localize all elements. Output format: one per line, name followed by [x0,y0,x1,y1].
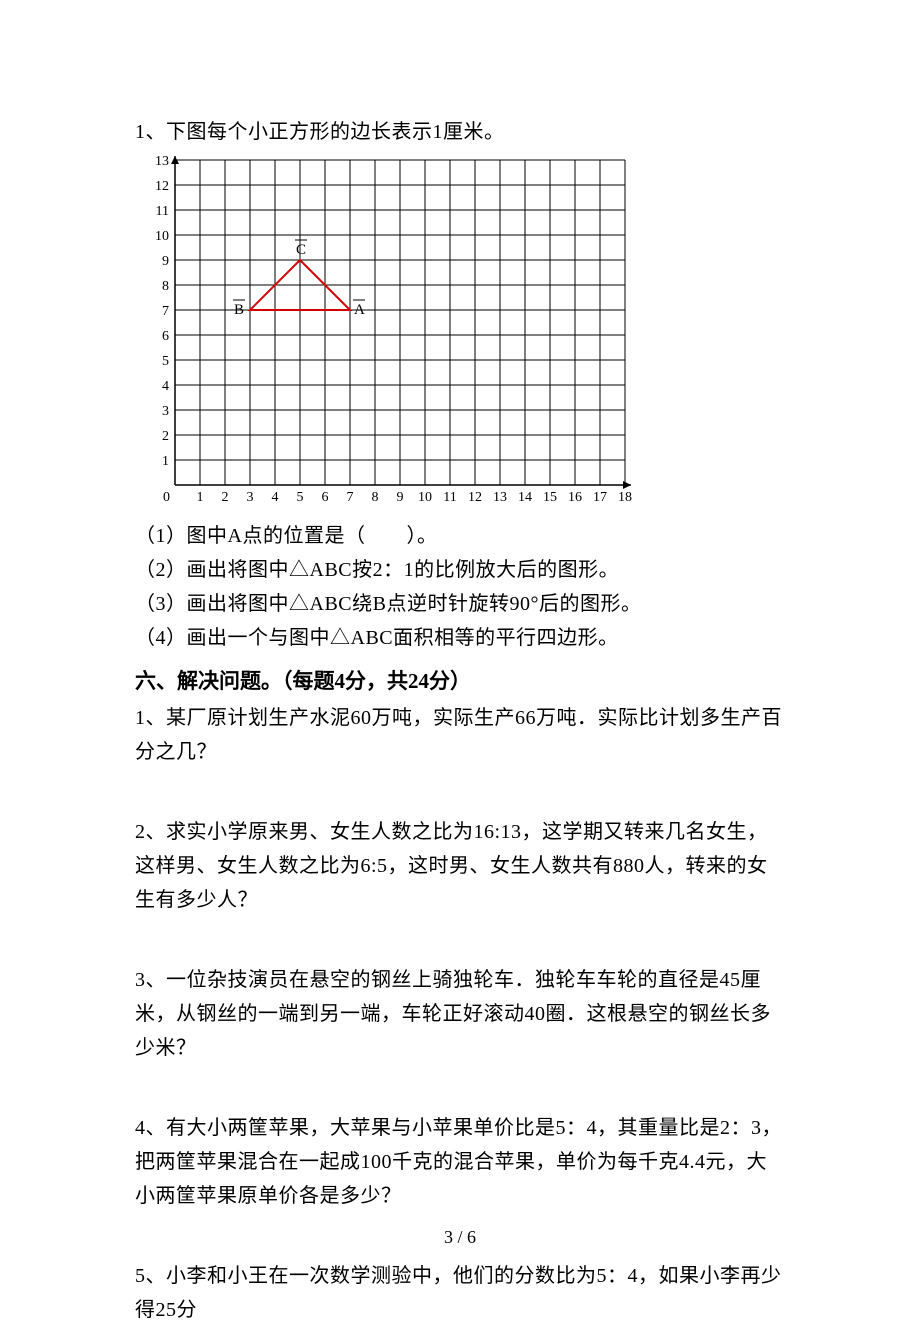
svg-text:1: 1 [162,454,169,469]
svg-text:2: 2 [222,490,229,505]
svg-text:0: 0 [163,490,170,505]
svg-text:13: 13 [493,490,507,505]
q1-sub3: （3）画出将图中△ABC绕B点逆时针旋转90°后的图形。 [135,587,785,621]
svg-text:C: C [296,242,306,258]
svg-text:6: 6 [162,329,169,344]
svg-text:8: 8 [372,490,379,505]
s6-q4: 4、有大小两筐苹果，大苹果与小苹果单价比是5：4，其重量比是2：3，把两筐苹果混… [135,1111,785,1213]
svg-text:12: 12 [468,490,482,505]
s6-q2: 2、求实小学原来男、女生人数之比为16:13，这学期又转来几名女生，这样男、女生… [135,815,785,917]
svg-text:11: 11 [443,490,456,505]
svg-text:14: 14 [518,490,532,505]
svg-text:18: 18 [618,490,632,505]
svg-text:5: 5 [162,354,169,369]
svg-text:3: 3 [247,490,254,505]
svg-text:16: 16 [568,490,582,505]
svg-text:9: 9 [397,490,404,505]
svg-text:8: 8 [162,279,169,294]
s6-q3: 3、一位杂技演员在悬空的钢丝上骑独轮车．独轮车车轮的直径是45厘米，从钢丝的一端… [135,963,785,1065]
svg-text:10: 10 [155,229,169,244]
svg-text:2: 2 [162,429,169,444]
svg-text:13: 13 [155,155,169,169]
svg-text:12: 12 [155,179,169,194]
svg-text:B: B [234,302,244,318]
svg-text:3: 3 [162,404,169,419]
svg-text:11: 11 [156,204,169,219]
svg-text:4: 4 [272,490,279,505]
q1-sub4: （4）画出一个与图中△ABC面积相等的平行四边形。 [135,621,785,655]
svg-text:9: 9 [162,254,169,269]
grid-chart: 0123456789101112131415161718123456789101… [135,155,785,515]
svg-text:7: 7 [162,304,169,319]
q1-sub2: （2）画出将图中△ABC按2：1的比例放大后的图形。 [135,553,785,587]
svg-text:7: 7 [347,490,354,505]
page-number: 3 / 6 [0,1227,920,1248]
svg-text:6: 6 [322,490,329,505]
s6-q5: 5、小李和小王在一次数学测验中，他们的分数比为5：4，如果小李再少得25分 [135,1259,785,1327]
svg-text:5: 5 [297,490,304,505]
svg-text:1: 1 [197,490,204,505]
svg-text:A: A [354,302,365,318]
svg-text:10: 10 [418,490,432,505]
svg-text:4: 4 [162,379,169,394]
svg-text:17: 17 [593,490,607,505]
s6-q1: 1、某厂原计划生产水泥60万吨，实际生产66万吨．实际比计划多生产百分之几？ [135,701,785,769]
q1-sub1: （1）图中A点的位置是（ ）。 [135,519,785,553]
q1-prompt: 1、下图每个小正方形的边长表示1厘米。 [135,115,785,149]
svg-text:15: 15 [543,490,557,505]
section6-title: 六、解决问题。（每题4分，共24分） [135,661,785,701]
